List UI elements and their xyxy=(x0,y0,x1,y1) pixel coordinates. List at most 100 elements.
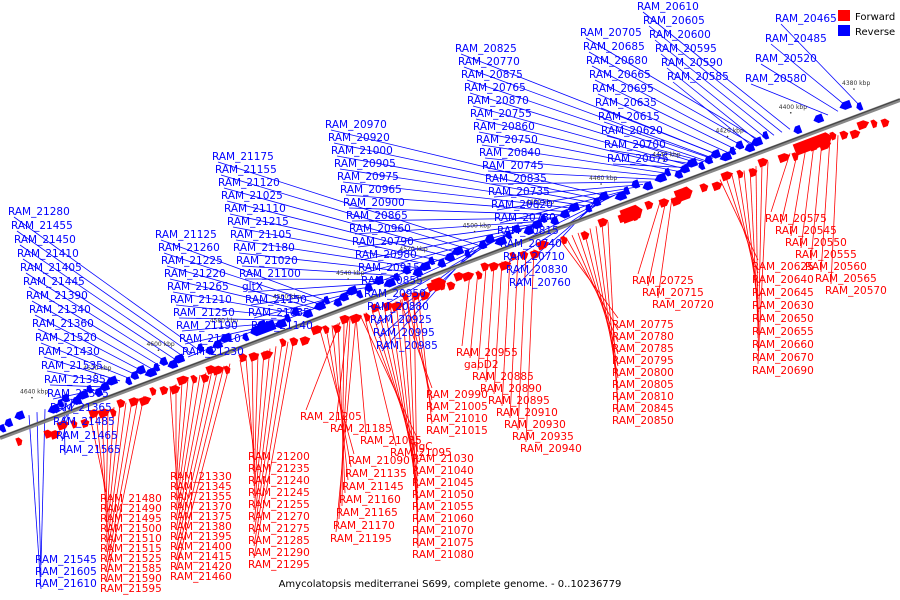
gene-label: RAM_20775 xyxy=(612,319,674,331)
gene-label: RAM_20885 xyxy=(472,371,534,383)
gene-label: RAM_21340 xyxy=(29,304,91,316)
axis-line xyxy=(0,98,900,440)
connector-line xyxy=(460,53,721,156)
gene-label: RAM_20835 xyxy=(485,173,547,185)
gene-label: RAM_20900 xyxy=(343,197,405,209)
connector-line xyxy=(749,168,759,326)
connector-lines xyxy=(13,11,859,590)
forward-gene-arrow xyxy=(116,399,126,409)
forward-gene-arrow xyxy=(711,181,723,192)
reverse-gene-arrow xyxy=(839,99,853,110)
tick-label: 4540 kbp xyxy=(336,270,364,277)
gene-label: RAM_21585 xyxy=(100,563,162,575)
connector-line xyxy=(253,353,259,487)
connector-line xyxy=(241,265,401,277)
reverse-gene-arrow xyxy=(345,285,359,296)
gene-label: RAM_21025 xyxy=(221,190,283,202)
connector-line xyxy=(609,149,697,166)
forward-gene-arrow xyxy=(370,303,380,313)
gene-label: RAM_21120 xyxy=(218,177,280,189)
connector-line xyxy=(339,168,587,207)
connector-line xyxy=(760,63,839,112)
forward-gene-arrow xyxy=(619,204,643,224)
gene-label: RAM_20605 xyxy=(643,15,705,27)
forward-gene-arrow xyxy=(223,365,231,375)
gene-label: RAM_21105 xyxy=(230,229,292,241)
connector-line xyxy=(16,230,193,355)
reverse-gene-arrow xyxy=(144,367,158,378)
connector-line xyxy=(417,292,433,425)
connector-line xyxy=(247,282,381,293)
gene-label: RAM_20580 xyxy=(745,73,807,85)
connector-line xyxy=(25,272,169,364)
gene-label: RAM_20755 xyxy=(470,108,532,120)
connector-line xyxy=(46,370,113,385)
gene-label: RAM_21275 xyxy=(248,523,310,535)
gene-label: RAM_20915 xyxy=(358,262,420,274)
gene-label: RAM_20970 xyxy=(325,119,387,131)
gene-label: RAM_21410 xyxy=(17,248,79,260)
gene-label: RAM_20705 xyxy=(580,27,642,39)
gene-label: RAM_21195 xyxy=(330,533,392,545)
gene-label: RAM_21245 xyxy=(248,487,310,499)
reverse-gene-arrow xyxy=(631,179,641,189)
forward-gene-arrow xyxy=(480,262,490,272)
gene-label: RAM_20925 xyxy=(370,314,432,326)
reverse-gene-arrow xyxy=(4,418,14,428)
forward-gene-arrow xyxy=(757,157,769,168)
gene-label: RAM_20575 xyxy=(765,213,827,225)
connector-line xyxy=(481,144,672,175)
reverse-gene-arrow xyxy=(685,157,699,168)
gene-label: RAM_21220 xyxy=(164,268,226,280)
tick-mark xyxy=(726,135,729,138)
gene-label: RAM_21075 xyxy=(412,537,474,549)
tick-label: 4380 kbp xyxy=(842,80,870,87)
connector-line xyxy=(172,291,299,315)
reverse-gene-arrow xyxy=(94,387,104,397)
tick-label: 4440 kbp xyxy=(652,151,680,158)
gene-label: RAM_21380 xyxy=(170,521,232,533)
connector-line xyxy=(583,230,619,367)
gene-label: RAM_21080 xyxy=(412,549,474,561)
connector-line xyxy=(40,342,129,379)
gene-label: RAM_20990 xyxy=(426,389,488,401)
reverse-gene-arrow xyxy=(735,140,745,150)
gene-label: RAM_21135 xyxy=(345,468,407,480)
forward-gene-arrow xyxy=(299,336,311,346)
forward-gene-arrow xyxy=(736,169,744,179)
reverse-gene-arrow xyxy=(512,224,522,234)
reverse-gene-arrow xyxy=(654,172,668,183)
connector-line xyxy=(577,232,619,355)
connector-line xyxy=(175,374,201,521)
gene-label: RAM_21015 xyxy=(426,425,488,437)
connector-line xyxy=(217,161,481,247)
connector-line xyxy=(485,264,495,383)
reverse-gene-arrow xyxy=(159,356,169,366)
connector-line xyxy=(743,170,759,313)
gene-label: RAM_20740 xyxy=(500,238,562,250)
connector-line xyxy=(666,67,759,142)
connector-line xyxy=(163,252,323,306)
forward-gene-arrow xyxy=(138,396,152,407)
tick-mark xyxy=(347,278,349,280)
connector-line xyxy=(341,320,345,507)
connector-line xyxy=(253,348,271,511)
reverse-gene-arrow xyxy=(550,216,560,226)
gene-label: RAM_21310 xyxy=(179,333,241,345)
legend-label: Forward xyxy=(855,12,895,23)
connector-line xyxy=(477,267,487,371)
gene-label: RAM_21055 xyxy=(412,501,474,513)
forward-gene-arrow xyxy=(363,313,371,322)
gene-label: RAM_20645 xyxy=(752,287,814,299)
gene-label: RAM_21400 xyxy=(170,541,232,553)
reverse-gene-arrow xyxy=(364,282,374,293)
gene-label: RAM_21175 xyxy=(212,151,274,163)
gene-label: RAM_21260 xyxy=(158,242,220,254)
connector-line xyxy=(105,395,145,583)
reverse-gene-arrow xyxy=(592,197,602,207)
gene-label: RAM_20785 xyxy=(612,343,674,355)
connector-line xyxy=(469,270,479,359)
forward-gene-arrow xyxy=(349,313,363,324)
axis-ticks: 4380 kbp 4400 kbp 4420 kbp 4440 kbp 4460 kbp… xyxy=(20,80,870,399)
connector-line xyxy=(61,398,73,442)
